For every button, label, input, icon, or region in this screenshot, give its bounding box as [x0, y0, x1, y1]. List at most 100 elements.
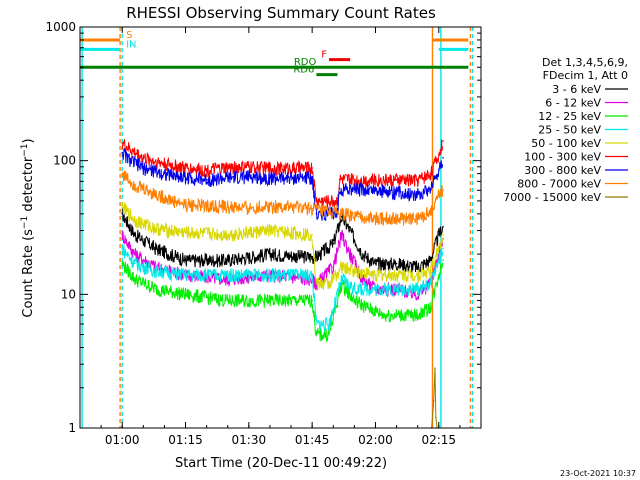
series-7-point-18 [438, 194, 440, 197]
series-3-point-14 [429, 282, 432, 285]
series-5-point-3 [163, 162, 166, 165]
legend-label-7: 800 - 7000 keV [517, 178, 601, 191]
series-0-point-0 [121, 213, 123, 215]
x-tick-label-1: 01:15 [168, 433, 203, 447]
series-4-point-1 [134, 219, 136, 221]
series-5-point-9 [311, 167, 314, 169]
series-trace-7 [121, 170, 444, 227]
series-2-point-10 [353, 299, 356, 302]
series-1-point-8 [332, 266, 335, 268]
series-1-point-11 [362, 278, 364, 280]
series-4-point-5 [269, 229, 271, 232]
series-2-point-15 [429, 306, 432, 309]
series-4-point-6 [311, 233, 314, 236]
series-7-point-1 [134, 184, 136, 186]
series-5-point-15 [416, 178, 419, 181]
series-6-point-6 [226, 177, 229, 179]
series-0-point-12 [374, 262, 377, 265]
series-0-point-2 [155, 247, 157, 250]
series-7-point-0 [121, 172, 123, 175]
series-1-point-10 [349, 253, 351, 255]
series-5-point-12 [338, 178, 341, 181]
series-7-point-5 [205, 204, 208, 207]
series-0-point-11 [362, 253, 364, 255]
series-4-point-16 [442, 233, 444, 236]
series-6-point-2 [142, 167, 145, 169]
series-2-point-4 [226, 299, 229, 302]
series-4-point-15 [438, 247, 440, 250]
flag-label-2: F [321, 50, 327, 61]
series-5-point-2 [142, 157, 145, 159]
series-2-point-6 [311, 299, 314, 302]
series-7-point-13 [357, 216, 360, 218]
plot-frame [79, 26, 482, 429]
series-trace-6 [121, 147, 444, 221]
series-6-point-15 [416, 193, 419, 196]
series-6-point-10 [315, 213, 318, 215]
series-2-point-3 [184, 293, 187, 296]
legend-label-1: 6 - 12 keV [545, 97, 601, 110]
series-7-point-14 [374, 217, 377, 220]
series-0-point-15 [429, 259, 432, 262]
series-1-point-0 [121, 233, 123, 236]
series-3-point-7 [315, 323, 318, 325]
series-3-point-12 [395, 288, 398, 290]
series-3-point-2 [155, 270, 157, 272]
y-tick-label-3: 1000 [45, 20, 76, 34]
series-trace-2 [121, 260, 444, 342]
series-6-point-13 [374, 189, 377, 192]
series-5-point-18 [442, 140, 444, 142]
series-0-point-6 [311, 256, 314, 258]
series-0-point-13 [395, 262, 398, 265]
series-8-point-2 [434, 367, 436, 370]
series-group [121, 139, 444, 429]
series-2-point-17 [442, 259, 444, 262]
series-7-point-8 [269, 204, 271, 207]
series-5-point-1 [129, 149, 132, 151]
series-2-point-16 [438, 274, 440, 276]
x-tick-label-5: 02:15 [421, 433, 456, 447]
series-0-point-4 [226, 259, 229, 262]
x-tick-label-2: 01:30 [232, 433, 267, 447]
series-7-point-15 [395, 217, 398, 220]
series-8-point-3 [435, 416, 437, 419]
series-7-point-10 [311, 207, 314, 210]
series-trace-3 [121, 245, 444, 332]
series-5-point-10 [315, 200, 318, 202]
series-3-point-10 [353, 288, 356, 290]
series-2-point-2 [155, 288, 157, 290]
flag-label-0: S [126, 30, 132, 41]
series-2-point-13 [400, 314, 402, 316]
y-tick-label-0: 1 [68, 421, 76, 435]
series-3-point-6 [311, 274, 314, 276]
series-5-point-14 [395, 178, 398, 181]
x-tick-label-3: 01:45 [295, 433, 330, 447]
series-7-point-2 [155, 193, 157, 196]
series-6-point-1 [129, 159, 132, 162]
series-3-point-4 [226, 274, 229, 276]
series-4-point-7 [315, 282, 318, 285]
series-4-point-3 [184, 231, 187, 234]
series-4-point-10 [353, 270, 356, 272]
flag-label-1: IN [126, 39, 136, 50]
series-6-point-18 [442, 157, 444, 159]
series-6-point-0 [121, 151, 123, 154]
series-8-point-1 [432, 399, 435, 402]
series-3-point-8 [328, 323, 330, 325]
series-3-point-15 [438, 259, 440, 262]
y-axis-label: Count Rate (s−1 detector−1) [20, 138, 36, 317]
series-1-point-1 [134, 253, 136, 255]
series-3-point-3 [184, 274, 187, 276]
series-3-point-16 [442, 247, 444, 250]
series-4-point-9 [340, 266, 343, 268]
series-6-point-7 [248, 175, 250, 178]
series-6-point-17 [438, 169, 440, 171]
series-3-point-0 [121, 247, 123, 250]
series-3-point-11 [374, 288, 377, 290]
series-7-point-3 [172, 200, 174, 202]
series-0-point-5 [269, 253, 271, 255]
series-5-point-4 [184, 167, 187, 169]
series-1-point-9 [340, 233, 343, 236]
y-tick-label-1: 10 [61, 287, 76, 301]
